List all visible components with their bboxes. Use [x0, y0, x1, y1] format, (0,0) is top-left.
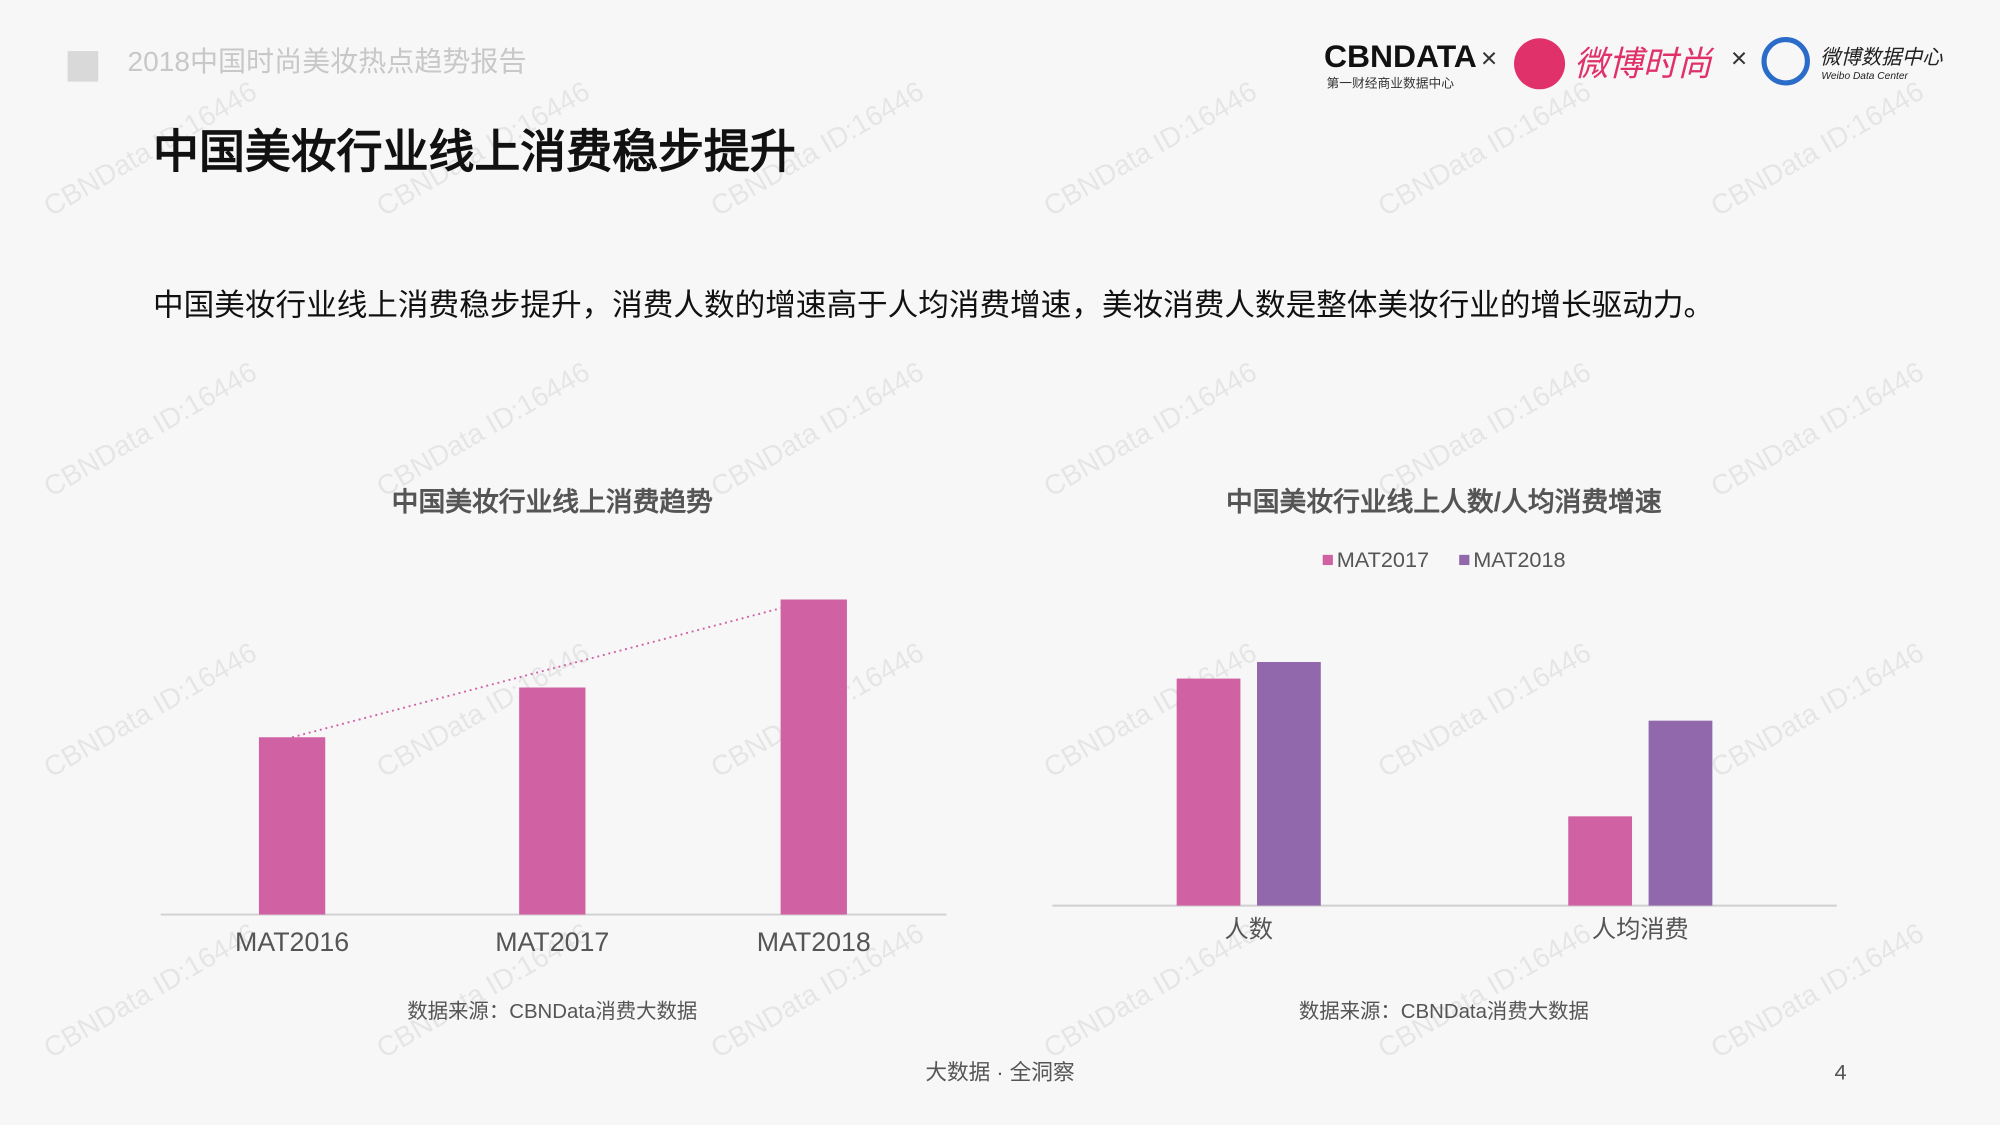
footer-slogan: 大数据 · 全洞察 — [925, 1060, 1074, 1085]
watermark: CBNData ID:16446 — [1705, 917, 1928, 1064]
weibo-data-icon — [1761, 36, 1810, 86]
legend-swatch — [1322, 554, 1333, 566]
slide-subtitle: 中国美妆行业线上消费稳步提升，消费人数的增速高于人均消费增速，美妆消费人数是整体… — [153, 288, 1714, 322]
times: × — [1481, 42, 1497, 73]
chart-title: 中国美妆行业线上消费趋势 — [392, 486, 713, 517]
watermark: CBNData ID:16446 — [1038, 356, 1261, 503]
watermark: CBNData ID:16446 — [1373, 75, 1596, 222]
bar — [780, 599, 847, 915]
page-number: 4 — [1835, 1060, 1847, 1085]
watermark: CBNData ID:16446 — [705, 356, 928, 503]
times: × — [1731, 42, 1747, 73]
bar — [1257, 661, 1321, 906]
x-tick-label: MAT2018 — [757, 927, 871, 957]
x-tick-label: MAT2016 — [235, 927, 349, 957]
watermark: CBNData ID:16446 — [1705, 356, 1928, 503]
slide-title: 中国美妆行业线上消费稳步提升 — [153, 126, 796, 178]
cbndata-logo: CBNDATA — [1324, 38, 1477, 74]
legend-label: MAT2017 — [1337, 547, 1429, 572]
weibo-fashion-logo: 微博时尚 — [1574, 45, 1715, 83]
watermark: CBNData ID:16446 — [1705, 636, 1928, 783]
weibo-data-logo: 微博数据中心 — [1820, 46, 1943, 69]
watermark: CBNData ID:16446 — [38, 917, 261, 1064]
bar — [1648, 720, 1713, 906]
x-tick-label: 人均消费 — [1592, 917, 1689, 944]
cbndata-sub: 第一财经商业数据中心 — [1327, 76, 1455, 91]
watermark: CBNData ID:16446 — [1373, 917, 1596, 1064]
source-note: 数据来源：CBNData消费大数据 — [407, 1000, 697, 1023]
watermark: CBNData ID:16446 — [1038, 75, 1261, 222]
report-name: 2018中国时尚美妆热点趋势报告 — [128, 46, 527, 77]
trend-line — [291, 598, 815, 739]
watermark: CBNData ID:16446 — [1373, 356, 1596, 503]
x-tick-label: MAT2017 — [495, 927, 609, 957]
watermark: CBNData ID:16446 — [38, 636, 261, 783]
watermark: CBNData ID:16446 — [1705, 75, 1928, 222]
legend-swatch — [1459, 554, 1470, 566]
bar — [1568, 816, 1633, 906]
chart-title: 中国美妆行业线上人数/人均消费增速 — [1226, 486, 1662, 517]
source-note: 数据来源：CBNData消费大数据 — [1299, 1000, 1589, 1023]
x-tick-label: 人数 — [1224, 917, 1272, 944]
bar — [1176, 678, 1241, 906]
bar — [258, 737, 326, 915]
watermark: CBNData ID:16446 — [371, 356, 594, 503]
weibo-data-en: Weibo Data Center — [1821, 71, 1908, 82]
weibo-icon — [1514, 38, 1566, 90]
legend-label: MAT2018 — [1473, 547, 1565, 572]
watermark: CBNData ID:16446 — [1373, 636, 1596, 783]
bar — [519, 687, 586, 915]
watermark: CBNData ID:16446 — [38, 356, 261, 503]
header-marker — [67, 51, 99, 82]
